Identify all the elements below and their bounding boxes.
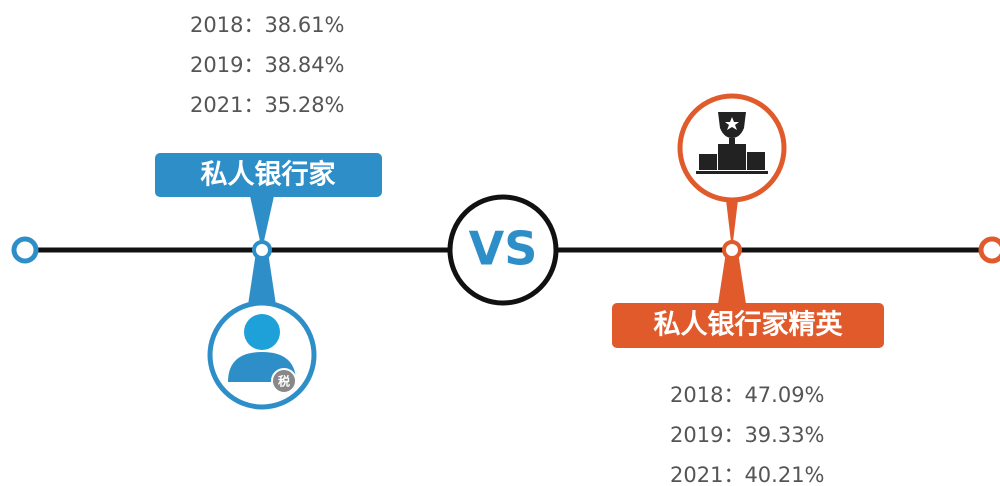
right-label: 私人银行家精英 <box>654 309 844 341</box>
right-dot <box>722 240 742 260</box>
podium-center <box>718 144 746 170</box>
vs-text: VS <box>469 222 538 276</box>
podium-right <box>747 152 765 170</box>
stat-line: 2019：39.33% <box>670 423 825 447</box>
left-pointer-up <box>250 196 274 250</box>
badge <box>271 368 297 394</box>
left-label: 私人银行家 <box>201 159 336 191</box>
person-head <box>244 314 280 350</box>
podium-base <box>696 171 768 174</box>
stat-line: 2021：35.28% <box>190 93 345 117</box>
stat-line: 2019：38.84% <box>190 53 345 77</box>
right-pointer-down <box>718 252 746 304</box>
left-end <box>11 236 39 264</box>
right-end <box>978 236 1000 264</box>
trophy-star <box>725 117 739 130</box>
stat-line: 2018：38.61% <box>190 13 345 37</box>
right-pointer-up <box>726 200 738 250</box>
vs-circle <box>447 194 559 306</box>
left-stats: 2018：38.61% 2019：38.84% 2021：35.28% <box>190 13 345 117</box>
stat-line: 2018：47.09% <box>670 383 825 407</box>
right-label-box <box>612 303 884 348</box>
left-pointer-down <box>248 252 276 305</box>
left-label-box <box>155 153 382 197</box>
trophy-stem <box>729 138 735 144</box>
right-stats: 2018：47.09% 2019：39.33% 2021：40.21% <box>670 383 825 486</box>
podium-left <box>699 154 717 170</box>
left-dot <box>252 240 272 260</box>
badge-text: 税 <box>278 374 290 389</box>
stat-line: 2021：40.21% <box>670 463 825 486</box>
